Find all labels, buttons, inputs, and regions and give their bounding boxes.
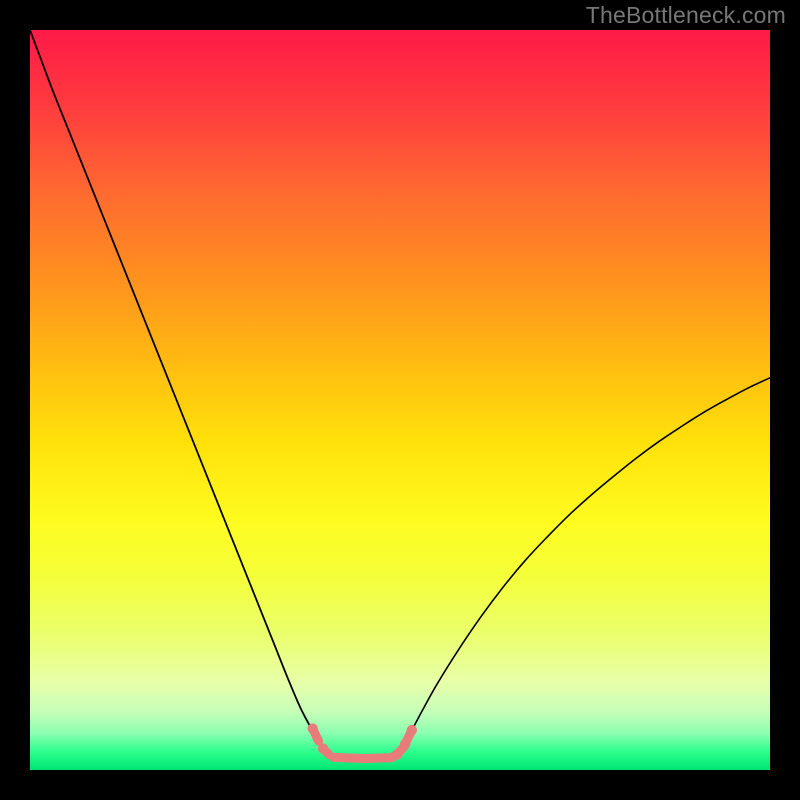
valley-dot <box>400 739 410 749</box>
valley-dot <box>318 743 328 753</box>
chart-background <box>30 30 770 770</box>
valley-dot <box>307 723 317 733</box>
plot-area <box>30 30 770 770</box>
valley-dot <box>407 725 417 735</box>
valley-dot <box>392 749 402 759</box>
chart-frame: TheBottleneck.com <box>0 0 800 800</box>
watermark-text: TheBottleneck.com <box>586 2 786 29</box>
